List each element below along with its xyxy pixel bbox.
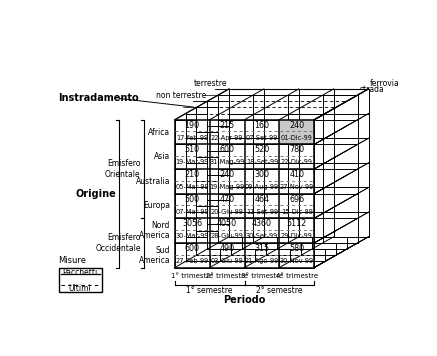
Text: 15-Dic-99: 15-Dic-99 [281, 209, 313, 215]
Text: 30-Set-99: 30-Set-99 [246, 233, 278, 239]
Text: strada: strada [359, 85, 384, 94]
Text: 01-Dic-99: 01-Dic-99 [281, 135, 313, 141]
Bar [186, 114, 325, 261]
Text: 07-Mar-99: 07-Mar-99 [175, 209, 209, 215]
Text: 240: 240 [289, 121, 305, 130]
Text: Ultimi: Ultimi [69, 284, 92, 293]
Text: 780: 780 [289, 145, 305, 154]
Text: 03-Giu-99: 03-Giu-99 [211, 258, 243, 264]
Text: Europa: Europa [143, 201, 170, 210]
Text: Instradamento: Instradamento [59, 93, 139, 103]
Text: 580: 580 [289, 244, 305, 253]
Text: 410: 410 [289, 170, 304, 179]
Text: 4360: 4360 [252, 219, 272, 228]
Text: 31-Mag-99: 31-Mag-99 [209, 159, 245, 165]
Text: terrestre: terrestre [194, 79, 227, 88]
Bar [218, 95, 357, 243]
Text: Emisfero
Orientale: Emisfero Orientale [105, 159, 141, 179]
Text: Origine: Origine [75, 189, 116, 199]
Text: Sud
America: Sud America [139, 246, 170, 265]
Text: Asia: Asia [154, 152, 170, 161]
Text: aereo: aereo [337, 98, 359, 107]
Text: 190: 190 [184, 121, 200, 130]
Text: ferrovia: ferrovia [370, 79, 400, 88]
Text: 22-Apr-99: 22-Apr-99 [211, 135, 243, 141]
Text: 28-Giu-99: 28-Giu-99 [211, 233, 243, 239]
Text: Australia: Australia [135, 177, 170, 186]
Text: 3° trimestre: 3° trimestre [241, 273, 283, 279]
Text: 464: 464 [254, 195, 270, 204]
Text: mare: mare [348, 91, 368, 100]
Text: 315: 315 [254, 244, 270, 253]
Bar [279, 120, 314, 145]
Text: Misure: Misure [59, 256, 87, 265]
Text: 20-Giu-99: 20-Giu-99 [211, 209, 243, 215]
Text: Pacchetti: Pacchetti [62, 268, 98, 277]
Text: 07-Set-99: 07-Set-99 [246, 135, 278, 141]
Text: 11-Set-99: 11-Set-99 [246, 209, 278, 215]
Bar [59, 268, 102, 292]
Bar [197, 108, 336, 255]
Text: Periodo: Periodo [223, 295, 266, 305]
Text: 490: 490 [219, 244, 235, 253]
Text: 27-Feb-99: 27-Feb-99 [176, 258, 209, 264]
Text: 21-Ago-99: 21-Ago-99 [245, 258, 279, 264]
Text: 19-Mar-99: 19-Mar-99 [176, 159, 209, 165]
Text: 510: 510 [184, 145, 200, 154]
Text: non terrestre: non terrestre [156, 91, 206, 100]
Text: 4050: 4050 [217, 219, 237, 228]
Text: 5112: 5112 [287, 219, 307, 228]
Bar [175, 120, 314, 268]
Text: 09-Aug-99: 09-Aug-99 [245, 184, 279, 190]
Text: 520: 520 [254, 145, 270, 154]
Text: 500: 500 [184, 195, 200, 204]
Text: 30-Mar-99: 30-Mar-99 [175, 233, 209, 239]
Text: 210: 210 [184, 170, 200, 179]
Text: 3056: 3056 [182, 219, 202, 228]
Bar [207, 101, 347, 249]
Bar [229, 89, 368, 237]
Text: 1° semestre: 1° semestre [186, 286, 233, 295]
Text: Nord
America: Nord America [139, 221, 170, 240]
Text: 22-Dic-99: 22-Dic-99 [281, 159, 313, 165]
Text: 1° trimestre: 1° trimestre [171, 273, 213, 279]
Text: 300: 300 [254, 170, 270, 179]
Text: 2° trimestre: 2° trimestre [206, 273, 248, 279]
Text: Emisfero
Occidentale: Emisfero Occidentale [95, 233, 141, 253]
Text: 696: 696 [289, 195, 305, 204]
Text: 30-Nov-99: 30-Nov-99 [280, 258, 314, 264]
Text: 18-Set-99: 18-Set-99 [246, 159, 278, 165]
Text: 600: 600 [219, 145, 235, 154]
Text: 4° trimestre: 4° trimestre [276, 273, 318, 279]
Text: 27-Nov-99: 27-Nov-99 [280, 184, 314, 190]
Text: 600: 600 [185, 244, 200, 253]
Text: 19-Mag-99: 19-Mag-99 [209, 184, 245, 190]
Text: Africa: Africa [148, 127, 170, 137]
Text: 29-Dic-99: 29-Dic-99 [281, 233, 313, 239]
Text: 17-feb-99: 17-feb-99 [176, 135, 208, 141]
Text: 240: 240 [219, 170, 235, 179]
Text: 05-Mar-99: 05-Mar-99 [175, 184, 209, 190]
Text: 470: 470 [219, 195, 235, 204]
Text: 160: 160 [254, 121, 270, 130]
Text: 2° semestre: 2° semestre [256, 286, 303, 295]
Text: 215: 215 [219, 121, 235, 130]
